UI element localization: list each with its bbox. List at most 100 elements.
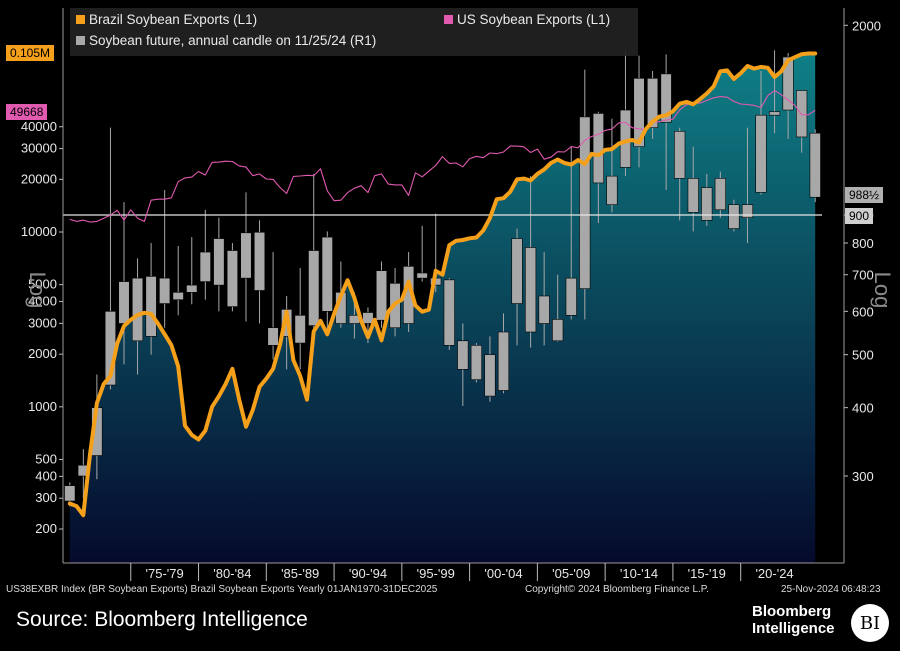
candle-body-1978 [172,292,184,301]
candle-body-2002 [497,331,510,391]
candle-2021 [755,70,767,195]
brand-name: Bloomberg Intelligence [752,603,835,637]
candles-layer [64,50,821,507]
candle-2010 [606,118,618,213]
candle-1993 [375,261,388,328]
left-tick-label-400: 400 [35,468,57,483]
candle-2015 [674,127,686,221]
candle-body-2020 [741,204,754,218]
left-tick-label-4000: 4000 [28,294,57,309]
candle-2024 [796,90,808,153]
x-tick-label-2010: '10-'14 [620,566,658,581]
candle-body-2014 [660,73,672,123]
candle-2008 [579,69,591,320]
left-tick-label-5000: 5000 [28,277,57,292]
candle-1985 [267,252,279,360]
candle-body-1979 [186,284,198,293]
right-tick-label-600: 600 [852,304,874,319]
left-tick-label-20000: 20000 [21,171,57,186]
x-tick-label-1990: '90-'94 [349,566,387,581]
candle-1978 [172,245,184,316]
bi-logo-icon: BI [851,604,889,642]
left-tick-label-3000: 3000 [28,315,57,330]
candle-2013 [646,70,659,139]
candle-body-2007 [565,277,577,316]
brazil-area-layer [69,53,816,563]
right-tick-label-700: 700 [852,268,874,283]
candle-2004 [525,176,537,348]
right-tick-label-400: 400 [852,401,874,416]
legend-item-future[interactable]: Soybean future, annual candle on 11/25/2… [76,33,376,48]
right-axis-title: Log [870,272,895,309]
candle-body-1977 [159,277,171,304]
candle-body-2001 [484,354,496,397]
x-tick-label-1995: '95-'99 [417,566,455,581]
right-tick-label-300: 300 [852,469,874,484]
candle-body-2012 [633,78,645,147]
x-tick-label-2000: '00-'04 [484,566,522,581]
left-tick-label-300: 300 [35,490,57,505]
candle-body-1988 [308,250,320,326]
candle-1981 [213,217,225,312]
candle-body-1970 [64,485,76,502]
footer-copyright: Copyright© 2024 Bloomberg Finance L.P. [525,584,709,595]
candle-body-1992 [362,312,374,324]
candle-body-2009 [592,113,604,184]
candle-body-1974 [118,281,130,324]
candle-body-1984 [253,231,266,291]
candle-2005 [538,252,550,346]
candle-1996 [416,225,428,282]
candle-2025 [809,129,821,203]
candle-body-2013 [646,78,659,128]
candle-body-1981 [213,238,225,286]
candle-2012 [633,55,645,168]
candle-1988 [308,173,320,330]
candle-body-1996 [416,272,428,279]
legend-item-brazil[interactable]: Brazil Soybean Exports (L1) [76,12,257,27]
candle-body-2005 [538,295,550,324]
legend-swatch-future [76,36,85,45]
source-note: Source: Bloomberg Intelligence [16,608,308,631]
x-tick-label-1975: '75-'79 [146,566,184,581]
brazil-last-value-badge: 0.105M [6,45,55,61]
candle-2007 [565,146,577,320]
candle-1989 [321,231,333,335]
x-tick-label-2020: '20-'24 [755,566,793,581]
x-tick-label-2005: '05-'09 [552,566,590,581]
left-tick-label-30000: 30000 [21,141,57,156]
candle-body-2019 [728,204,740,229]
candle-1987 [294,268,306,370]
candle-body-2025 [809,132,821,198]
legend-item-us[interactable]: US Soybean Exports (L1) [444,12,610,27]
legend-swatch-brazil [76,15,85,24]
candle-1982 [226,242,239,312]
candle-2022 [768,50,781,134]
left-tick-label-40000: 40000 [21,119,57,134]
legend-label-us: US Soybean Exports (L1) [457,12,611,27]
axes-layer: 200 300 400 500 1000 2000 3000 4000 5000 10000 200… [21,8,895,581]
candle-body-2023 [782,56,794,111]
candle-1976 [145,242,157,355]
candle-body-1985 [267,327,279,346]
candle-body-1982 [226,250,239,307]
candle-1984 [253,220,266,324]
future-reference-badge: 900 [845,208,874,224]
candle-body-1980 [199,251,211,282]
candle-body-1983 [240,232,252,279]
candle-2001 [484,336,496,402]
candle-2014 [660,54,672,190]
candle-2003 [511,228,523,346]
candle-1980 [199,209,211,300]
candle-body-2003 [511,238,523,304]
candle-2018 [714,171,726,218]
right-tick-label-2000: 2000 [852,18,881,33]
candle-2016 [687,146,699,232]
candle-body-2021 [755,114,767,193]
candle-1977 [159,189,171,328]
candle-body-2022 [768,111,781,116]
candle-body-2010 [606,175,618,205]
candle-body-1989 [321,236,333,312]
x-tick-label-2015: '15-'19 [688,566,726,581]
candle-body-1999 [457,340,469,370]
